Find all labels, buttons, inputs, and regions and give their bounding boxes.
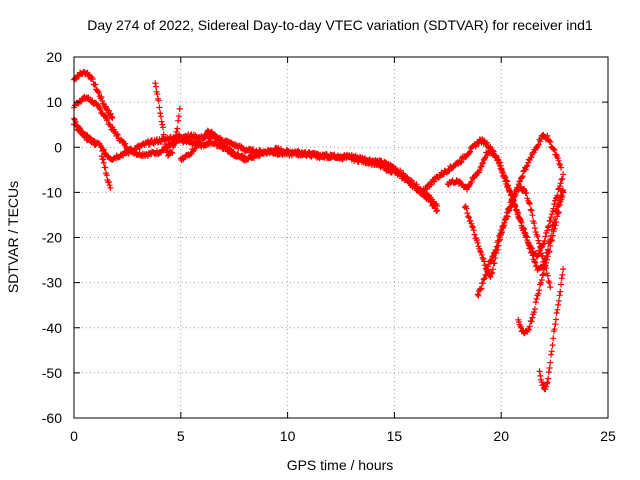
y-tick-label: -60 [42,410,62,426]
y-tick-label: -50 [42,365,62,381]
x-tick-label: 15 [387,428,403,444]
series-markers [474,183,554,299]
y-tick-label: -20 [42,230,62,246]
series-arc-m [536,266,567,393]
series-arc-e [98,153,114,191]
x-tick-label: 20 [493,428,509,444]
series-arc-l [515,189,567,337]
data-points [71,68,567,393]
y-tick-label: 20 [46,49,62,65]
y-tick-label: -40 [42,320,62,336]
y-tick-label: 0 [54,139,62,155]
series-markers [515,189,567,337]
series-markers [71,68,116,121]
y-tick-label: 10 [46,94,62,110]
series-arc-d [71,115,99,148]
x-axis-label: GPS time / hours [287,457,394,473]
series-arc-f [152,80,183,159]
chart-title: Day 274 of 2022, Sidereal Day-to-day VTE… [87,17,593,33]
series-markers [71,121,441,215]
x-tick-label: 5 [177,428,185,444]
y-tick-label: -10 [42,184,62,200]
tick-labels: 0 5 10 15 20 25 -60 -50 -40 -30 -20 -10 0 10 20 [42,49,616,444]
y-axis-label: SDTVAR / TECUs [5,181,21,293]
series-markers [177,127,248,164]
series-arc-g [177,127,248,164]
x-tick-label: 25 [600,428,616,444]
axis-ticks [73,56,609,419]
series-markers [98,153,114,191]
series-markers [536,266,567,393]
x-tick-label: 0 [70,428,78,444]
series-markers [152,80,183,159]
x-tick-label: 10 [280,428,296,444]
series-arc-a [71,68,116,121]
series-markers [71,115,99,148]
series-arc-k [474,183,554,299]
y-tick-label: -30 [42,275,62,291]
series-arc-c [71,121,441,215]
